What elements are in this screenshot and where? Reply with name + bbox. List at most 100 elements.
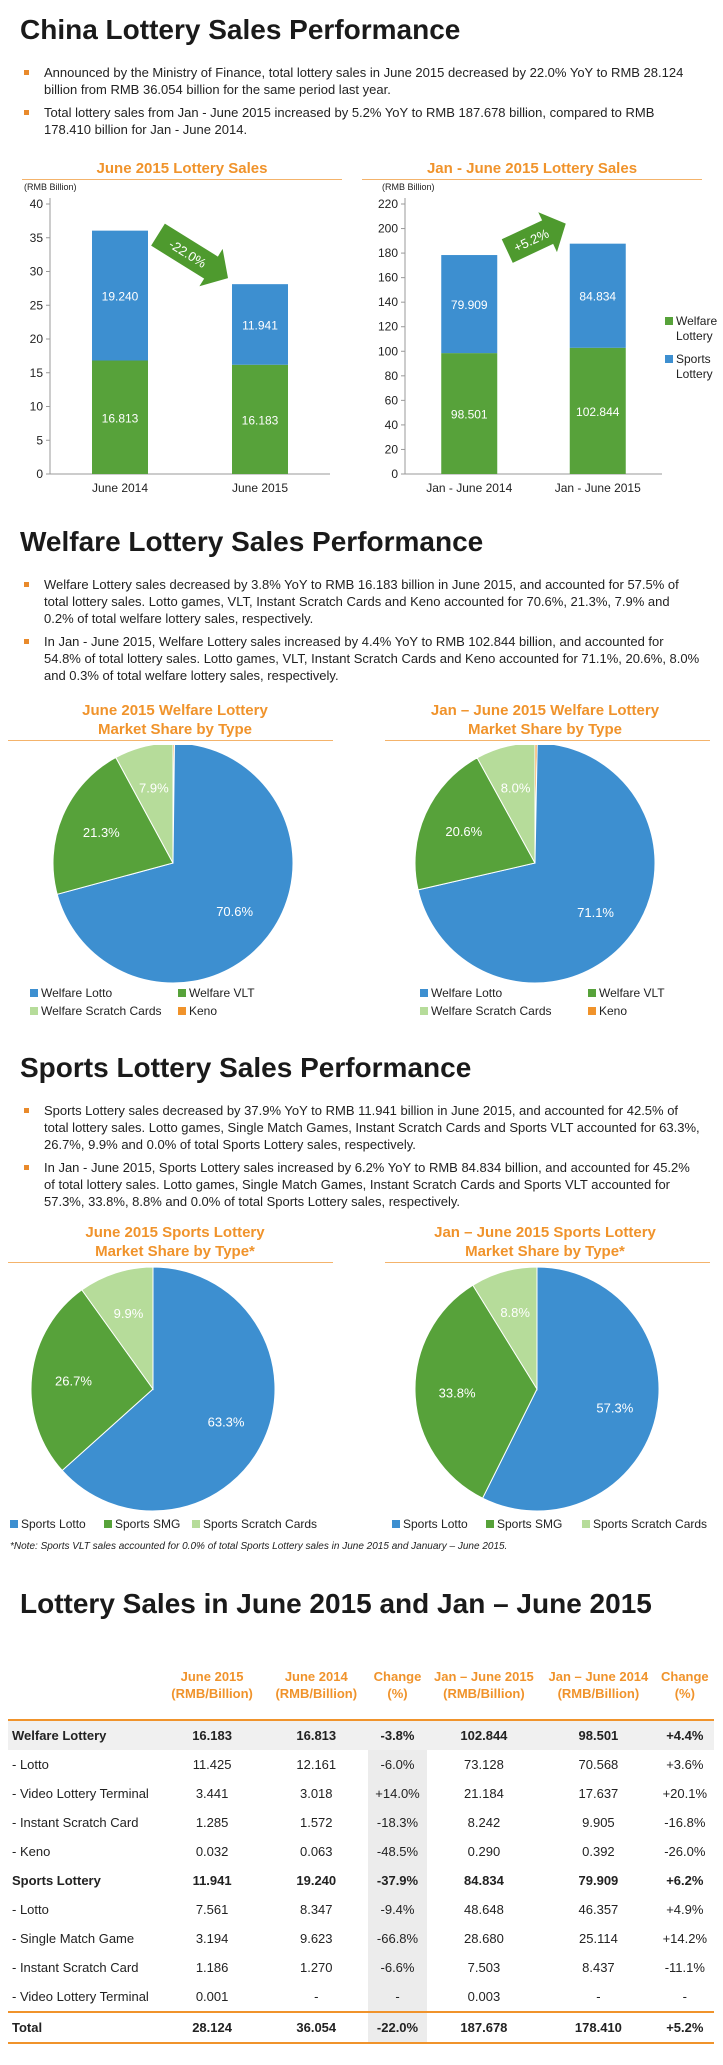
bullet-item: In Jan - June 2015, Sports Lottery sales… xyxy=(20,1159,700,1210)
pie-chart-welfare-june: 0.2%70.6%21.3%7.9% xyxy=(52,745,294,984)
table-cell: 28.680 xyxy=(464,1931,504,1946)
pie-chart-welfare-jan-june: 0.3%71.1%20.6%8.0% xyxy=(414,745,656,984)
y-tick-label: 10 xyxy=(30,400,44,414)
pie-legend-sports-jan-june: Sports Lotto Sports SMG Sports Scratch C… xyxy=(392,1517,722,1533)
table-cell: 0.032 xyxy=(195,1844,229,1859)
pie-slice xyxy=(81,1267,154,1391)
chart-title: June 2015 Welfare Lottery Market Share b… xyxy=(82,702,268,738)
table-cell: +6.2% xyxy=(666,1873,704,1888)
section-title: Welfare Lottery Sales Performance xyxy=(20,526,484,557)
table-cell: 70.568 xyxy=(578,1757,619,1772)
legend-item: Welfare Scratch Cards xyxy=(30,1004,162,1018)
column-header: Change (%) xyxy=(655,1651,714,1721)
pie-slice xyxy=(417,745,656,984)
bullet-item: Total lottery sales from Jan - June 2015… xyxy=(20,104,700,138)
x-tick-label: June 2015 xyxy=(232,481,288,495)
page-title: China Lottery Sales Performance xyxy=(20,14,461,45)
table-cell: 28.124 xyxy=(160,2011,265,2044)
table-cell: -6.0% xyxy=(368,1750,427,1779)
pie-legend-sports-june: Sports Lotto Sports SMG Sports Scratch C… xyxy=(10,1517,340,1533)
legend-label: Welfare Lotto xyxy=(41,986,113,1000)
table-cell: 1.285 xyxy=(195,1815,229,1830)
legend-swatch xyxy=(192,1520,200,1528)
pie-chart-sports-june: 63.3% 26.7% 9.9% xyxy=(30,1267,276,1512)
table-row: - Single Match Game 3.194 9.623 -66.8% 28.68… xyxy=(8,1924,714,1953)
legend-item: Welfare Lottery xyxy=(665,314,721,344)
row-label: - Video Lottery Terminal xyxy=(12,1786,149,1801)
pie-legend-welfare-jan-june: Welfare Lotto Welfare VLT Welfare Scratc… xyxy=(420,986,720,1022)
table-row: - Keno 0.032 0.063 -48.5% 0.290 0.392 -26.0% xyxy=(8,1837,714,1866)
table-cell: +20.1% xyxy=(662,1786,708,1801)
y-tick-label: 30 xyxy=(30,265,44,279)
legend-label: Keno xyxy=(189,1004,218,1018)
legend-label: Keno xyxy=(599,1004,628,1018)
table-cell: - xyxy=(596,1989,601,2004)
title-divider xyxy=(8,1262,333,1263)
y-tick-label: 180 xyxy=(378,246,398,260)
y-tick-label: 140 xyxy=(378,295,398,309)
row-label: Welfare Lottery xyxy=(8,1720,160,1750)
data-label: 98.501 xyxy=(451,408,488,422)
legend-label: Sports Lotto xyxy=(21,1517,86,1531)
y-tick-label: 0 xyxy=(36,467,43,481)
y-tick-label: 120 xyxy=(378,320,398,334)
bar-segment xyxy=(92,360,148,474)
legend-label: Welfare Scratch Cards xyxy=(431,1004,552,1018)
legend-label: Sports Scratch Cards xyxy=(203,1517,318,1531)
table-cell: 0.063 xyxy=(299,1844,333,1859)
table-header-row: June 2015 (RMB/Billion) June 2014 (RMB/Bi… xyxy=(8,1651,714,1721)
table-cell: 3.018 xyxy=(299,1786,333,1801)
legend-item: Welfare VLT xyxy=(588,986,665,1000)
legend-swatch xyxy=(178,989,186,997)
bar-segment xyxy=(441,353,498,474)
legend-item: Sports Lotto xyxy=(10,1517,86,1531)
title-divider xyxy=(385,740,710,741)
y-tick-label: 100 xyxy=(378,344,398,358)
table-cell: +14.0% xyxy=(368,1779,427,1808)
y-tick-label: 35 xyxy=(30,231,44,245)
chart-title: June 2015 Sports Lottery Market Share by… xyxy=(85,1224,265,1260)
slice-label: 63.3% xyxy=(208,1415,245,1430)
table-cell: 25.114 xyxy=(579,1931,618,1946)
legend-swatch xyxy=(178,1007,186,1015)
table-cell: -16.8% xyxy=(664,1815,706,1830)
y-tick-label: 200 xyxy=(378,222,398,236)
table-cell: 0.003 xyxy=(467,1989,501,2004)
table-cell: - xyxy=(682,1989,687,2004)
column-header xyxy=(8,1651,160,1721)
table-cell: 1.186 xyxy=(195,1960,229,1975)
table-cell: 7.561 xyxy=(195,1902,229,1917)
slice-label: 9.9% xyxy=(114,1306,144,1321)
legend-label: Welfare VLT xyxy=(189,986,255,1000)
table-cell: 36.054 xyxy=(264,2011,369,2044)
table-cell: 187.678 xyxy=(426,2011,542,2044)
legend-label: Sports Scratch Cards xyxy=(593,1517,708,1531)
column-header: Jan – June 2015 (RMB/Billion) xyxy=(426,1651,542,1721)
y-tick-label: 40 xyxy=(30,197,44,211)
legend-item: Sports SMG xyxy=(486,1517,562,1531)
trend-arrow: -22.0% xyxy=(151,223,229,287)
trend-arrow: +5.2% xyxy=(501,212,566,263)
bullet-item: Announced by the Ministry of Finance, to… xyxy=(20,64,700,98)
legend-swatch xyxy=(392,1520,400,1528)
pie-slice xyxy=(30,1289,154,1472)
column-header: Jan – June 2014 (RMB/Billion) xyxy=(541,1651,656,1721)
pie-slice xyxy=(52,756,174,895)
legend-item: Sports SMG xyxy=(104,1517,180,1531)
legend-swatch xyxy=(486,1520,494,1528)
bullet-item: Welfare Lottery sales decreased by 3.8% … xyxy=(20,576,700,627)
table-cell: 73.128 xyxy=(464,1757,504,1772)
table-row: - Video Lottery Terminal 3.441 3.018 +14.0%… xyxy=(8,1779,714,1808)
slice-label: 57.3% xyxy=(596,1400,633,1415)
title-divider xyxy=(385,1262,710,1263)
title-divider xyxy=(8,740,333,741)
y-tick-label: 20 xyxy=(385,442,399,456)
sports-bullets: Sports Lottery sales decreased by 37.9% … xyxy=(20,1102,700,1216)
table-body: Welfare Lottery 16.183 16.813 -3.8% 102.844 9… xyxy=(8,1720,714,2044)
legend-swatch xyxy=(588,1007,596,1015)
legend-item: Welfare Scratch Cards xyxy=(420,1004,552,1018)
table-row: - Lotto 7.561 8.347 -9.4% 48.648 46.357 +4.9% xyxy=(8,1895,714,1924)
pie-slice xyxy=(414,1284,538,1499)
y-tick-label: 220 xyxy=(378,197,398,211)
table-cell: 16.183 xyxy=(160,1720,265,1750)
